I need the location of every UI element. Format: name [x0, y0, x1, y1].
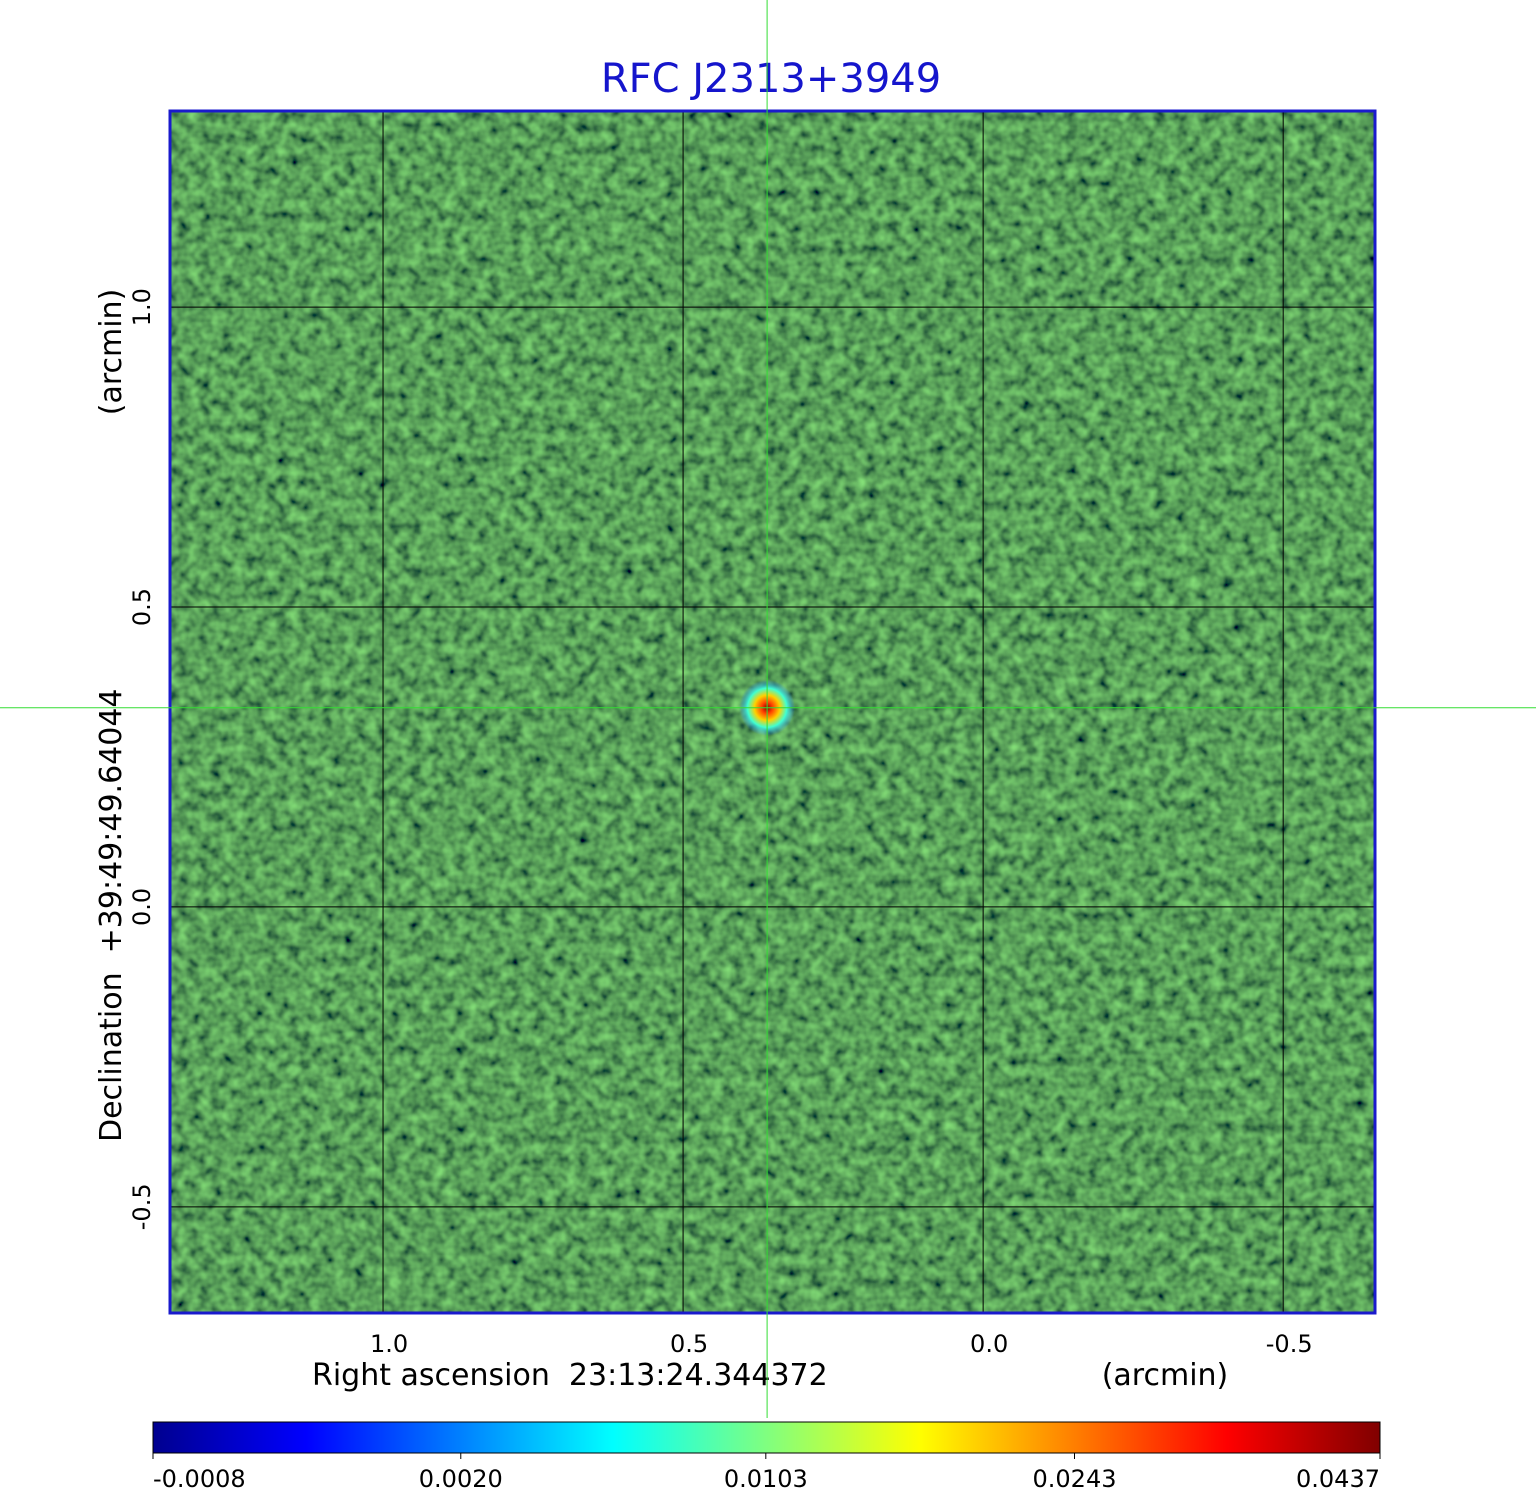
y-tick-label: 1.0 [128, 288, 156, 326]
colorbar-tick-label: 0.0020 [419, 1465, 503, 1493]
x-tick-label: 0.5 [670, 1330, 708, 1358]
x-axis-unit: (arcmin) [1102, 1358, 1229, 1393]
colorbar [152, 1421, 1381, 1454]
y-tick-label: -0.5 [128, 1183, 156, 1230]
x-tick-label: -0.5 [1266, 1330, 1313, 1358]
y-axis-label: Declination +39:49:49.64044 [94, 688, 129, 1142]
colorbar-tick-label: 0.0243 [1033, 1465, 1117, 1493]
colorbar-tick-label: 0.0103 [724, 1465, 808, 1493]
x-tick-label: 0.0 [970, 1330, 1008, 1358]
colorbar-tick-label: 0.0437 [1296, 1465, 1380, 1493]
y-axis-unit: (arcmin) [94, 289, 129, 416]
x-tick-label: 1.0 [370, 1330, 408, 1358]
y-tick-label: 0.0 [128, 888, 156, 926]
chart-title: RFC J2313+3949 [601, 56, 941, 102]
y-tick-label: 0.5 [128, 588, 156, 626]
x-axis-label: Right ascension 23:13:24.344372 [312, 1358, 828, 1393]
plot-border [168, 109, 1377, 1315]
colorbar-tick-label: -0.0008 [153, 1465, 246, 1493]
